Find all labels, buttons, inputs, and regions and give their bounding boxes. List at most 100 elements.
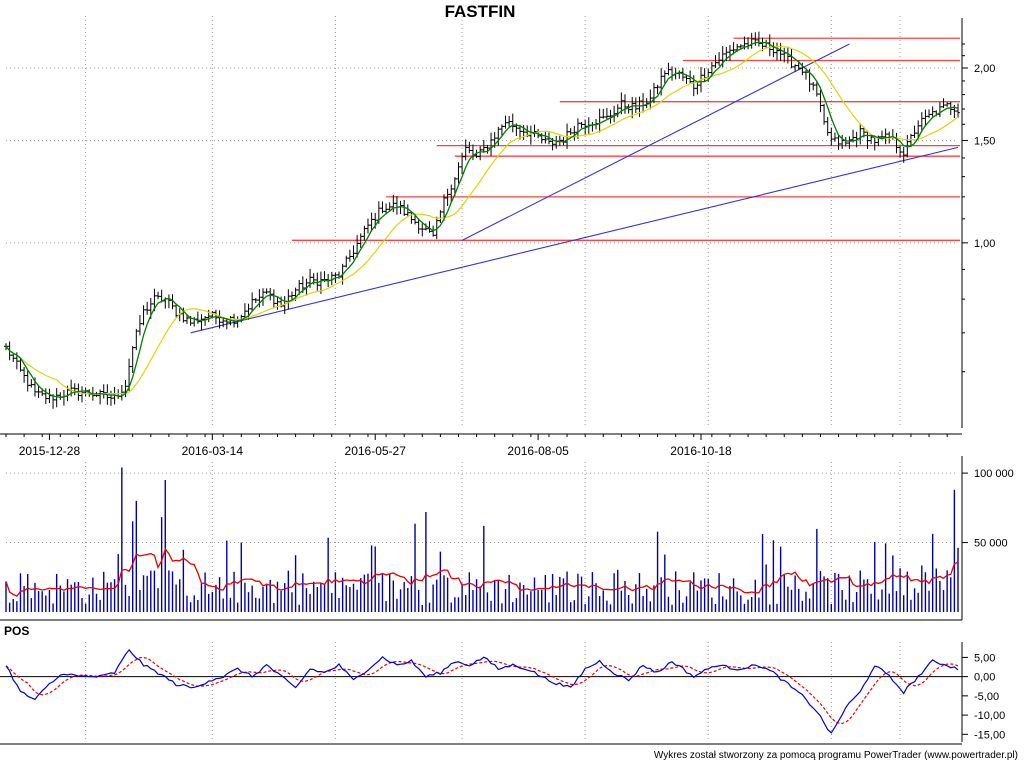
- ohlc-bar: [543, 131, 548, 144]
- ohlc-bar: [717, 52, 722, 66]
- pos-oscillator-line: [5, 648, 959, 734]
- ohlc-bar: [832, 132, 837, 142]
- ohlc-bar: [727, 44, 732, 61]
- ohlc-bar: [778, 42, 783, 62]
- ohlc-bar: [166, 294, 171, 309]
- ohlc-bar: [927, 109, 932, 118]
- pos-ytick-label: -5,00: [974, 691, 999, 703]
- price-plot-area: [0, 20, 962, 430]
- ohlc-bar: [803, 70, 808, 80]
- ohlc-bar: [253, 297, 258, 304]
- price-xtick-label: 2016-05-27: [345, 444, 407, 458]
- ohlc-bar: [912, 125, 917, 139]
- price-xtick-label: 2016-10-18: [670, 444, 732, 458]
- ohlc-bar: [195, 311, 200, 324]
- price-ytick-label: 2,00: [974, 63, 995, 75]
- ohlc-bar: [622, 94, 627, 114]
- ohlc-bar: [11, 353, 16, 362]
- ohlc-bar: [775, 42, 780, 61]
- ohlc-bar: [61, 389, 66, 406]
- ohlc-bar: [456, 162, 461, 184]
- pos-signal-line: [5, 657, 959, 725]
- ohlc-bar: [746, 37, 751, 50]
- pos-ytick-label: -15,00: [974, 729, 1005, 741]
- ohlc-bar: [80, 386, 85, 403]
- ohlc-bar: [879, 130, 884, 139]
- ohlc-bar: [420, 223, 425, 237]
- ohlc-bar: [29, 379, 34, 388]
- ohlc-bar: [612, 105, 617, 123]
- ohlc-bar: [825, 116, 830, 136]
- ohlc-bar: [394, 196, 399, 215]
- footer-credit: Wykres został stworzony za pomocą progra…: [653, 750, 1018, 761]
- ohlc-bar: [478, 146, 483, 161]
- ohlc-bar: [572, 125, 577, 141]
- ohlc-bar: [275, 297, 280, 310]
- ohlc-bar: [141, 305, 146, 326]
- ohlc-bar: [250, 292, 255, 312]
- price-xtick-label: 2016-08-05: [507, 444, 569, 458]
- ohlc-bar: [554, 135, 559, 149]
- trend-line: [461, 43, 850, 241]
- pos-ytick-label: 0,00: [974, 672, 995, 684]
- ma-short-line: [5, 41, 959, 398]
- price-ytick-label: 1,50: [974, 136, 995, 148]
- ohlc-bar: [590, 121, 595, 132]
- price-xtick-label: 2015-12-28: [19, 444, 81, 458]
- ohlc-bar: [641, 93, 646, 113]
- ohlc-bar: [655, 84, 660, 95]
- ohlc-bar: [579, 121, 584, 129]
- ohlc-bar: [261, 288, 266, 306]
- ohlc-bar: [568, 128, 573, 136]
- ohlc-bar: [344, 255, 349, 268]
- ohlc-bar: [749, 32, 754, 49]
- ohlc-bar: [463, 139, 468, 161]
- ohlc-bar: [941, 98, 946, 109]
- pos-panel-label: POS: [4, 624, 30, 638]
- ohlc-bar: [242, 303, 247, 319]
- ma-long-line: [5, 45, 959, 395]
- ohlc-bar: [756, 31, 761, 47]
- ohlc-bar: [134, 328, 139, 351]
- ohlc-bar: [264, 288, 269, 295]
- ohlc-bar: [601, 108, 606, 119]
- ohlc-bar: [22, 366, 27, 383]
- price-xtick-label: 2016-03-14: [182, 444, 244, 458]
- ohlc-bar: [351, 245, 356, 260]
- pos-ytick-label: -10,00: [974, 710, 1005, 722]
- ohlc-bar: [199, 314, 204, 330]
- ohlc-bar: [713, 55, 718, 68]
- ohlc-bar: [156, 291, 161, 300]
- ohlc-bar: [869, 135, 874, 145]
- ohlc-bar: [286, 289, 291, 310]
- ohlc-bar: [119, 384, 124, 401]
- ohlc-bar: [945, 102, 950, 107]
- ohlc-bar: [489, 132, 494, 156]
- ohlc-bar: [894, 132, 899, 154]
- ohlc-bar: [130, 346, 135, 373]
- ohlc-bar: [822, 103, 827, 125]
- price-panel: 1,00 1,50 2,00 2015-12-28 2016-03-14 2016-05-…: [0, 16, 995, 458]
- pos-panel: 5,00 0,00 -5,00 -10,00 -15,00: [0, 642, 1005, 745]
- ohlc-bar: [695, 83, 700, 95]
- volume-ytick-label: 100 000: [974, 468, 1014, 480]
- ohlc-bar: [811, 81, 816, 91]
- ohlc-bar: [670, 66, 675, 81]
- ohlc-bar: [604, 107, 609, 120]
- ohlc-bar: [666, 62, 671, 76]
- ohlc-bar: [532, 124, 537, 138]
- ohlc-bar: [771, 42, 776, 58]
- ohlc-bar: [47, 388, 52, 404]
- ohlc-bar: [25, 370, 30, 392]
- ohlc-bar: [347, 249, 352, 262]
- ohlc-bar: [937, 102, 942, 118]
- ohlc-bar: [858, 123, 863, 145]
- ohlc-bar: [597, 108, 602, 133]
- ohlc-bar: [507, 115, 512, 128]
- ohlc-bar: [503, 115, 508, 129]
- ohlc-bar: [648, 89, 653, 110]
- pos-ytick-label: 5,00: [974, 652, 995, 664]
- ohlc-bar: [268, 287, 273, 301]
- ohlc-bar: [54, 388, 59, 408]
- ohlc-bar: [829, 127, 834, 146]
